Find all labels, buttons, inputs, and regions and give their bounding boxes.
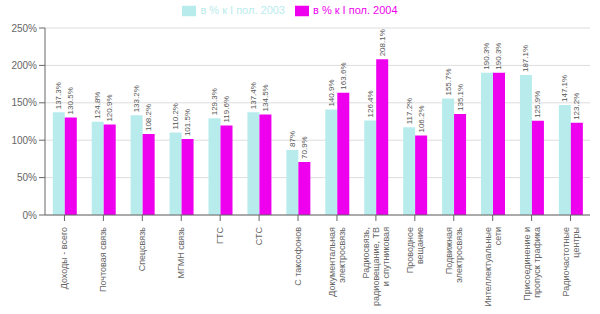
svg-text:Подвижнаяэлектросвязь: Подвижнаяэлектросвязь [444, 227, 464, 283]
svg-text:Присоединение ипропуск трафика: Присоединение ипропуск трафика [522, 227, 542, 301]
svg-text:0%: 0% [23, 210, 38, 221]
svg-text:163.6%: 163.6% [339, 62, 348, 89]
svg-text:100%: 100% [11, 135, 37, 146]
svg-text:137.4%: 137.4% [249, 82, 258, 109]
svg-text:190.3%: 190.3% [483, 43, 492, 70]
svg-text:135.1%: 135.1% [456, 84, 465, 111]
svg-text:108.2%: 108.2% [144, 104, 153, 131]
svg-text:137.3%: 137.3% [54, 82, 63, 109]
svg-text:155.7%: 155.7% [444, 68, 453, 95]
svg-text:120.9%: 120.9% [105, 94, 114, 121]
svg-text:Доходы - всего: Доходы - всего [59, 227, 69, 289]
svg-text:117.2%: 117.2% [405, 98, 414, 125]
svg-text:106.2%: 106.2% [417, 105, 426, 132]
svg-text:119.6%: 119.6% [222, 96, 231, 123]
svg-text:МГМН связь: МГМН связь [176, 227, 186, 279]
svg-text:150%: 150% [11, 97, 37, 108]
svg-text:101.5%: 101.5% [183, 109, 192, 136]
svg-text:190.3%: 190.3% [495, 43, 504, 70]
svg-text:140.9%: 140.9% [327, 79, 336, 106]
svg-text:87%: 87% [288, 131, 297, 147]
svg-text:133.2%: 133.2% [132, 85, 141, 112]
svg-text:130.5%: 130.5% [66, 87, 75, 114]
svg-text:208.1%: 208.1% [378, 29, 387, 56]
svg-text:70.9%: 70.9% [300, 136, 309, 159]
svg-text:187.1%: 187.1% [521, 45, 530, 72]
svg-text:Радиосвязь,радиовещание, ТВи с: Радиосвязь,радиовещание, ТВи спутниковая [361, 227, 391, 306]
svg-text:Интеллектуальныесети: Интеллектуальныесети [483, 227, 503, 307]
svg-text:ГТС: ГТС [215, 227, 225, 244]
svg-text:СТС: СТС [254, 227, 264, 246]
html-text:в % к I пол. 2003: в % к I пол. 2003 [200, 4, 285, 16]
svg-text:250%: 250% [11, 23, 37, 34]
svg-text:126.4%: 126.4% [366, 90, 375, 117]
svg-text:124.8%: 124.8% [93, 92, 102, 119]
svg-text:129.3%: 129.3% [210, 88, 219, 115]
svg-text:134.5%: 134.5% [261, 84, 270, 111]
svg-text:200%: 200% [11, 60, 37, 71]
svg-text:Проводноевещание: Проводноевещание [405, 227, 425, 273]
svg-text:147.1%: 147.1% [560, 75, 569, 102]
svg-text:50%: 50% [17, 172, 37, 183]
html-text:в % к I пол. 2004: в % к I пол. 2004 [313, 4, 398, 16]
svg-text:Документальнаяэлектросвязь: Документальнаяэлектросвязь [327, 227, 347, 297]
svg-text:Почтовая связь: Почтовая связь [98, 227, 108, 292]
svg-text:123.2%: 123.2% [572, 93, 581, 120]
svg-text:Радиочастотныецентры: Радиочастотныецентры [561, 227, 581, 296]
svg-text:125.9%: 125.9% [533, 91, 542, 118]
svg-text:Спецсвязь: Спецсвязь [137, 227, 147, 272]
svg-text:С таксофонов: С таксофонов [293, 227, 303, 286]
svg-text:110.2%: 110.2% [171, 103, 180, 130]
